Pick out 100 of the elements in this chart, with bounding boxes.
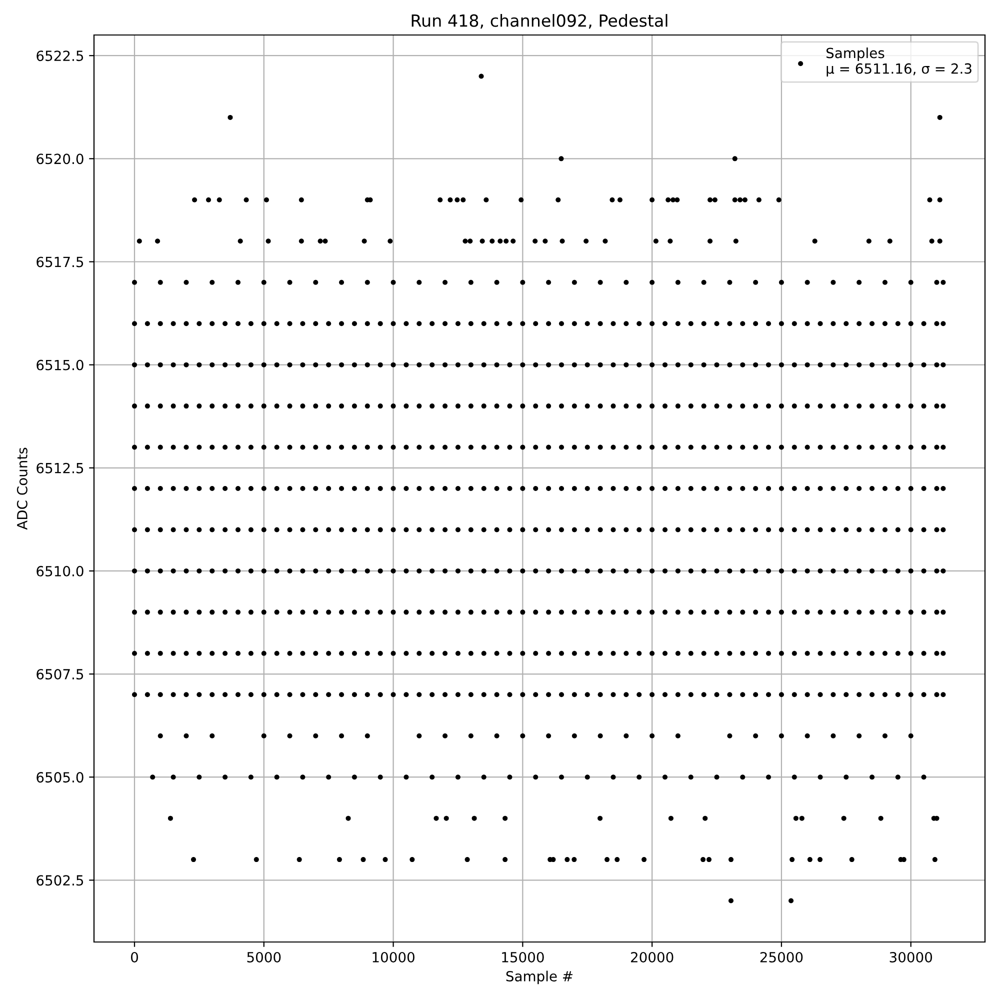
point	[688, 774, 694, 780]
x-tick-label: 5000	[247, 952, 281, 962]
point	[882, 733, 888, 738]
point	[494, 733, 500, 738]
point	[766, 774, 772, 780]
point	[533, 774, 538, 780]
point	[455, 774, 460, 780]
x-axis-title: Sample #	[506, 970, 572, 984]
point	[932, 857, 938, 862]
point	[300, 774, 306, 780]
point	[274, 774, 280, 780]
y-tick-label: 6502.5	[36, 875, 84, 886]
point	[326, 774, 332, 780]
point	[728, 857, 734, 862]
point	[360, 857, 366, 862]
point	[804, 280, 810, 285]
point	[727, 280, 732, 285]
point	[236, 280, 241, 285]
legend-label: Samples μ = 6511.16, σ = 2.3	[826, 48, 972, 76]
point	[416, 280, 422, 285]
point	[546, 280, 552, 285]
y-tick-label: 6512.5	[36, 462, 84, 474]
point	[614, 857, 620, 862]
point	[878, 816, 884, 821]
point	[584, 774, 590, 780]
point	[882, 280, 888, 285]
point	[572, 857, 577, 862]
point	[339, 733, 344, 738]
point	[390, 280, 396, 285]
x-tick-label: 25000	[760, 952, 803, 962]
point	[934, 280, 940, 285]
point	[740, 774, 746, 780]
x-tick-label: 30000	[890, 952, 932, 962]
point	[700, 857, 706, 862]
point	[520, 280, 526, 285]
point	[287, 280, 292, 285]
point	[468, 280, 474, 285]
point	[464, 857, 470, 862]
point	[792, 774, 797, 780]
point	[921, 774, 926, 780]
point	[940, 280, 946, 285]
point	[856, 280, 862, 285]
point	[624, 280, 629, 285]
point	[598, 280, 603, 285]
point	[502, 816, 508, 821]
point	[158, 280, 163, 285]
point	[222, 774, 228, 780]
x-tick-label: 20000	[631, 952, 674, 962]
point	[442, 733, 448, 738]
point	[790, 857, 795, 862]
point	[346, 816, 351, 821]
point	[650, 280, 655, 285]
point	[895, 774, 900, 780]
y-tick-label: 6517.5	[36, 256, 84, 268]
point	[558, 774, 564, 780]
point	[702, 816, 708, 821]
point	[753, 733, 758, 738]
point	[196, 774, 202, 780]
point	[598, 733, 603, 738]
point	[184, 280, 189, 285]
point	[662, 774, 668, 780]
point	[624, 733, 629, 738]
point	[908, 733, 914, 738]
point	[339, 280, 344, 285]
point	[382, 857, 388, 862]
point	[434, 816, 439, 821]
point	[168, 816, 173, 821]
x-tick-label: 10000	[372, 952, 414, 962]
point	[150, 774, 156, 780]
point	[296, 857, 302, 862]
point	[442, 280, 448, 285]
point	[793, 816, 798, 821]
point	[564, 857, 570, 862]
point	[818, 857, 823, 862]
point	[675, 280, 680, 285]
point	[416, 733, 422, 738]
point	[191, 857, 196, 862]
point	[254, 857, 259, 862]
point	[287, 733, 292, 738]
point	[706, 857, 712, 862]
point	[799, 816, 804, 821]
y-tick-label: 6522.5	[36, 50, 84, 62]
point	[352, 774, 357, 780]
point	[870, 774, 875, 780]
point	[261, 280, 266, 285]
point	[248, 774, 254, 780]
point	[430, 774, 435, 780]
point	[572, 280, 577, 285]
point	[701, 280, 706, 285]
point	[668, 816, 674, 821]
point	[210, 733, 215, 738]
point	[261, 733, 266, 738]
point	[468, 733, 474, 738]
point	[336, 857, 342, 862]
point	[184, 733, 189, 738]
point	[158, 733, 163, 738]
point	[313, 733, 318, 738]
point	[650, 733, 655, 738]
y-tick-label: 6515.0	[36, 360, 84, 370]
point	[778, 280, 784, 285]
